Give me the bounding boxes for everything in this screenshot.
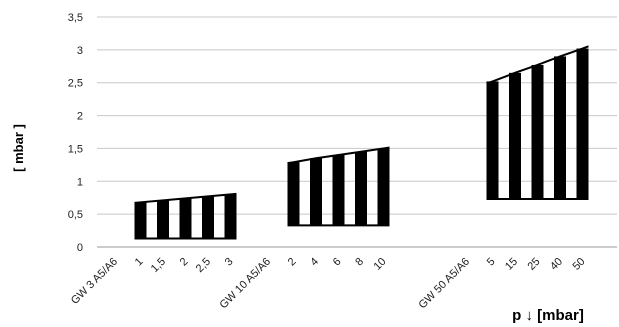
x-tick-label: 2 bbox=[178, 256, 191, 269]
x-tick-label: 25 bbox=[525, 256, 542, 273]
x-tick-label: 4 bbox=[308, 256, 321, 269]
x-tick-label: 2 bbox=[286, 256, 299, 269]
y-axis-title: [ mbar ] bbox=[11, 124, 26, 172]
bar bbox=[377, 148, 390, 226]
bar bbox=[486, 81, 499, 200]
bar bbox=[224, 194, 237, 239]
bar bbox=[509, 72, 521, 200]
bar bbox=[576, 48, 589, 200]
x-axis-title: p ↓ [mbar] bbox=[512, 307, 584, 324]
x-tick-label: 2,5 bbox=[194, 256, 213, 275]
y-tick-label: 3 bbox=[77, 45, 83, 57]
bars bbox=[134, 48, 589, 239]
x-tick-label: 40 bbox=[548, 256, 565, 273]
y-tick-label: 1,5 bbox=[68, 143, 83, 155]
bar bbox=[157, 200, 169, 239]
x-tick-labels: GW 3 A5/A6 1 1,5 2 2,5 3GW 10 A5/A6 2 4 6 8 10 GW 5… bbox=[69, 256, 588, 312]
range-lines bbox=[134, 45, 589, 240]
x-tick-label: 5 bbox=[485, 256, 498, 269]
y-tick-label: 2 bbox=[77, 111, 83, 123]
y-tick-label: 2,5 bbox=[68, 78, 83, 90]
y-tick-label: 1 bbox=[77, 176, 83, 188]
x-tick-label: 3 bbox=[223, 256, 236, 269]
bar bbox=[554, 56, 566, 200]
max-line bbox=[287, 146, 390, 165]
x-tick-label: 15 bbox=[503, 256, 520, 273]
x-tick-label: 8 bbox=[353, 256, 366, 269]
bar bbox=[134, 202, 147, 239]
y-tick-labels: 0 0,5 1 1,5 2 2,5 3 3,5 bbox=[68, 12, 83, 254]
y-tick-label: 0,5 bbox=[68, 209, 83, 221]
y-tick-label: 3,5 bbox=[68, 12, 83, 24]
bar bbox=[202, 196, 214, 239]
bar bbox=[332, 155, 345, 226]
max-line bbox=[486, 45, 589, 85]
bar bbox=[531, 64, 544, 200]
x-tick-label: 1,5 bbox=[149, 256, 168, 275]
x-tick-label: 1 bbox=[133, 256, 146, 269]
x-group-label: GW 3 A5/A6 bbox=[69, 256, 120, 307]
x-tick-label: 10 bbox=[371, 256, 388, 273]
y-tick-label: 0 bbox=[77, 242, 83, 254]
x-group-label: GW 50 A5/A6 bbox=[417, 256, 473, 312]
max-line bbox=[134, 192, 237, 204]
bar bbox=[179, 198, 192, 239]
bar bbox=[355, 151, 367, 226]
bar bbox=[287, 162, 300, 226]
x-tick-label: 50 bbox=[570, 256, 587, 273]
bar bbox=[310, 158, 322, 226]
x-tick-label: 6 bbox=[331, 256, 344, 269]
